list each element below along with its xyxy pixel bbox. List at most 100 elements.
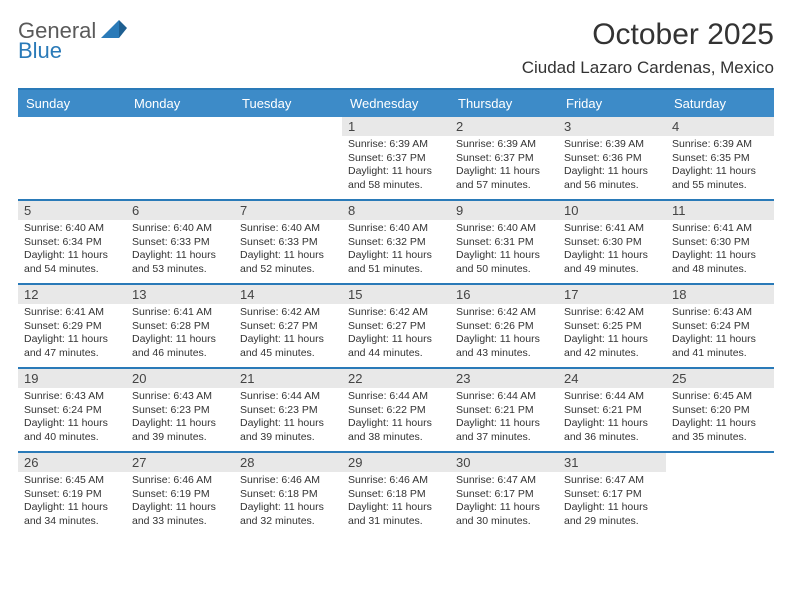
day-number — [18, 117, 126, 136]
day-detail: Sunrise: 6:43 AMSunset: 6:23 PMDaylight:… — [126, 388, 234, 449]
day-number: 13 — [126, 285, 234, 304]
day-number — [126, 117, 234, 136]
day-detail: Sunrise: 6:46 AMSunset: 6:19 PMDaylight:… — [126, 472, 234, 533]
calendar-week: 19Sunrise: 6:43 AMSunset: 6:24 PMDayligh… — [18, 369, 774, 453]
day-detail: Sunrise: 6:39 AMSunset: 6:36 PMDaylight:… — [558, 136, 666, 197]
calendar-cell — [234, 117, 342, 199]
day-number: 21 — [234, 369, 342, 388]
calendar-week: 12Sunrise: 6:41 AMSunset: 6:29 PMDayligh… — [18, 285, 774, 369]
day-number: 24 — [558, 369, 666, 388]
day-detail: Sunrise: 6:44 AMSunset: 6:22 PMDaylight:… — [342, 388, 450, 449]
day-number: 16 — [450, 285, 558, 304]
page-title: October 2025 — [522, 18, 774, 52]
calendar-cell: 25Sunrise: 6:45 AMSunset: 6:20 PMDayligh… — [666, 369, 774, 451]
day-number: 18 — [666, 285, 774, 304]
day-number: 27 — [126, 453, 234, 472]
calendar-cell: 14Sunrise: 6:42 AMSunset: 6:27 PMDayligh… — [234, 285, 342, 367]
location-text: Ciudad Lazaro Cardenas, Mexico — [522, 58, 774, 78]
calendar-cell: 17Sunrise: 6:42 AMSunset: 6:25 PMDayligh… — [558, 285, 666, 367]
day-detail: Sunrise: 6:47 AMSunset: 6:17 PMDaylight:… — [558, 472, 666, 533]
day-detail: Sunrise: 6:40 AMSunset: 6:33 PMDaylight:… — [126, 220, 234, 281]
calendar-cell: 23Sunrise: 6:44 AMSunset: 6:21 PMDayligh… — [450, 369, 558, 451]
day-detail: Sunrise: 6:41 AMSunset: 6:28 PMDaylight:… — [126, 304, 234, 365]
calendar-cell — [126, 117, 234, 199]
day-number: 7 — [234, 201, 342, 220]
day-detail: Sunrise: 6:47 AMSunset: 6:17 PMDaylight:… — [450, 472, 558, 533]
calendar-cell: 13Sunrise: 6:41 AMSunset: 6:28 PMDayligh… — [126, 285, 234, 367]
day-number: 25 — [666, 369, 774, 388]
calendar-cell: 22Sunrise: 6:44 AMSunset: 6:22 PMDayligh… — [342, 369, 450, 451]
calendar-cell: 10Sunrise: 6:41 AMSunset: 6:30 PMDayligh… — [558, 201, 666, 283]
day-detail: Sunrise: 6:41 AMSunset: 6:30 PMDaylight:… — [558, 220, 666, 281]
calendar-cell: 26Sunrise: 6:45 AMSunset: 6:19 PMDayligh… — [18, 453, 126, 535]
calendar-cell: 7Sunrise: 6:40 AMSunset: 6:33 PMDaylight… — [234, 201, 342, 283]
day-detail: Sunrise: 6:44 AMSunset: 6:21 PMDaylight:… — [558, 388, 666, 449]
day-header: Tuesday — [234, 90, 342, 117]
calendar-cell — [18, 117, 126, 199]
day-detail: Sunrise: 6:42 AMSunset: 6:26 PMDaylight:… — [450, 304, 558, 365]
day-number: 20 — [126, 369, 234, 388]
calendar-cell: 20Sunrise: 6:43 AMSunset: 6:23 PMDayligh… — [126, 369, 234, 451]
day-detail: Sunrise: 6:41 AMSunset: 6:29 PMDaylight:… — [18, 304, 126, 365]
day-detail: Sunrise: 6:40 AMSunset: 6:31 PMDaylight:… — [450, 220, 558, 281]
day-detail: Sunrise: 6:46 AMSunset: 6:18 PMDaylight:… — [234, 472, 342, 533]
day-detail: Sunrise: 6:40 AMSunset: 6:34 PMDaylight:… — [18, 220, 126, 281]
day-number: 6 — [126, 201, 234, 220]
calendar-week: 5Sunrise: 6:40 AMSunset: 6:34 PMDaylight… — [18, 201, 774, 285]
day-detail: Sunrise: 6:46 AMSunset: 6:18 PMDaylight:… — [342, 472, 450, 533]
day-detail: Sunrise: 6:40 AMSunset: 6:32 PMDaylight:… — [342, 220, 450, 281]
day-detail — [18, 136, 126, 142]
day-number: 2 — [450, 117, 558, 136]
calendar-cell: 28Sunrise: 6:46 AMSunset: 6:18 PMDayligh… — [234, 453, 342, 535]
day-detail: Sunrise: 6:40 AMSunset: 6:33 PMDaylight:… — [234, 220, 342, 281]
calendar-cell: 16Sunrise: 6:42 AMSunset: 6:26 PMDayligh… — [450, 285, 558, 367]
calendar-cell: 24Sunrise: 6:44 AMSunset: 6:21 PMDayligh… — [558, 369, 666, 451]
calendar-cell: 30Sunrise: 6:47 AMSunset: 6:17 PMDayligh… — [450, 453, 558, 535]
day-number: 5 — [18, 201, 126, 220]
day-number: 10 — [558, 201, 666, 220]
day-number: 1 — [342, 117, 450, 136]
day-number: 11 — [666, 201, 774, 220]
title-block: October 2025 Ciudad Lazaro Cardenas, Mex… — [522, 18, 774, 78]
day-number: 17 — [558, 285, 666, 304]
calendar-cell: 29Sunrise: 6:46 AMSunset: 6:18 PMDayligh… — [342, 453, 450, 535]
day-detail: Sunrise: 6:39 AMSunset: 6:35 PMDaylight:… — [666, 136, 774, 197]
day-header: Friday — [558, 90, 666, 117]
calendar-cell: 15Sunrise: 6:42 AMSunset: 6:27 PMDayligh… — [342, 285, 450, 367]
calendar-cell: 31Sunrise: 6:47 AMSunset: 6:17 PMDayligh… — [558, 453, 666, 535]
day-detail: Sunrise: 6:39 AMSunset: 6:37 PMDaylight:… — [342, 136, 450, 197]
header-row: General Blue October 2025 Ciudad Lazaro … — [18, 18, 774, 78]
day-number: 15 — [342, 285, 450, 304]
day-detail: Sunrise: 6:44 AMSunset: 6:21 PMDaylight:… — [450, 388, 558, 449]
day-number: 14 — [234, 285, 342, 304]
day-header: Monday — [126, 90, 234, 117]
day-detail: Sunrise: 6:41 AMSunset: 6:30 PMDaylight:… — [666, 220, 774, 281]
calendar-cell: 5Sunrise: 6:40 AMSunset: 6:34 PMDaylight… — [18, 201, 126, 283]
calendar-week: 1Sunrise: 6:39 AMSunset: 6:37 PMDaylight… — [18, 117, 774, 201]
day-number: 3 — [558, 117, 666, 136]
calendar-cell: 4Sunrise: 6:39 AMSunset: 6:35 PMDaylight… — [666, 117, 774, 199]
calendar: SundayMondayTuesdayWednesdayThursdayFrid… — [18, 88, 774, 535]
day-number: 31 — [558, 453, 666, 472]
calendar-cell: 6Sunrise: 6:40 AMSunset: 6:33 PMDaylight… — [126, 201, 234, 283]
calendar-cell: 11Sunrise: 6:41 AMSunset: 6:30 PMDayligh… — [666, 201, 774, 283]
day-number: 12 — [18, 285, 126, 304]
logo-mark-icon — [101, 18, 127, 38]
calendar-cell: 3Sunrise: 6:39 AMSunset: 6:36 PMDaylight… — [558, 117, 666, 199]
day-number: 26 — [18, 453, 126, 472]
day-header: Thursday — [450, 90, 558, 117]
day-detail: Sunrise: 6:42 AMSunset: 6:27 PMDaylight:… — [342, 304, 450, 365]
day-of-week-header: SundayMondayTuesdayWednesdayThursdayFrid… — [18, 90, 774, 117]
day-detail — [234, 136, 342, 142]
day-header: Saturday — [666, 90, 774, 117]
day-detail — [666, 472, 774, 478]
day-detail: Sunrise: 6:43 AMSunset: 6:24 PMDaylight:… — [18, 388, 126, 449]
calendar-cell: 1Sunrise: 6:39 AMSunset: 6:37 PMDaylight… — [342, 117, 450, 199]
day-detail: Sunrise: 6:42 AMSunset: 6:27 PMDaylight:… — [234, 304, 342, 365]
day-detail: Sunrise: 6:44 AMSunset: 6:23 PMDaylight:… — [234, 388, 342, 449]
day-detail: Sunrise: 6:39 AMSunset: 6:37 PMDaylight:… — [450, 136, 558, 197]
day-number: 19 — [18, 369, 126, 388]
calendar-week: 26Sunrise: 6:45 AMSunset: 6:19 PMDayligh… — [18, 453, 774, 535]
day-header: Sunday — [18, 90, 126, 117]
day-number: 8 — [342, 201, 450, 220]
